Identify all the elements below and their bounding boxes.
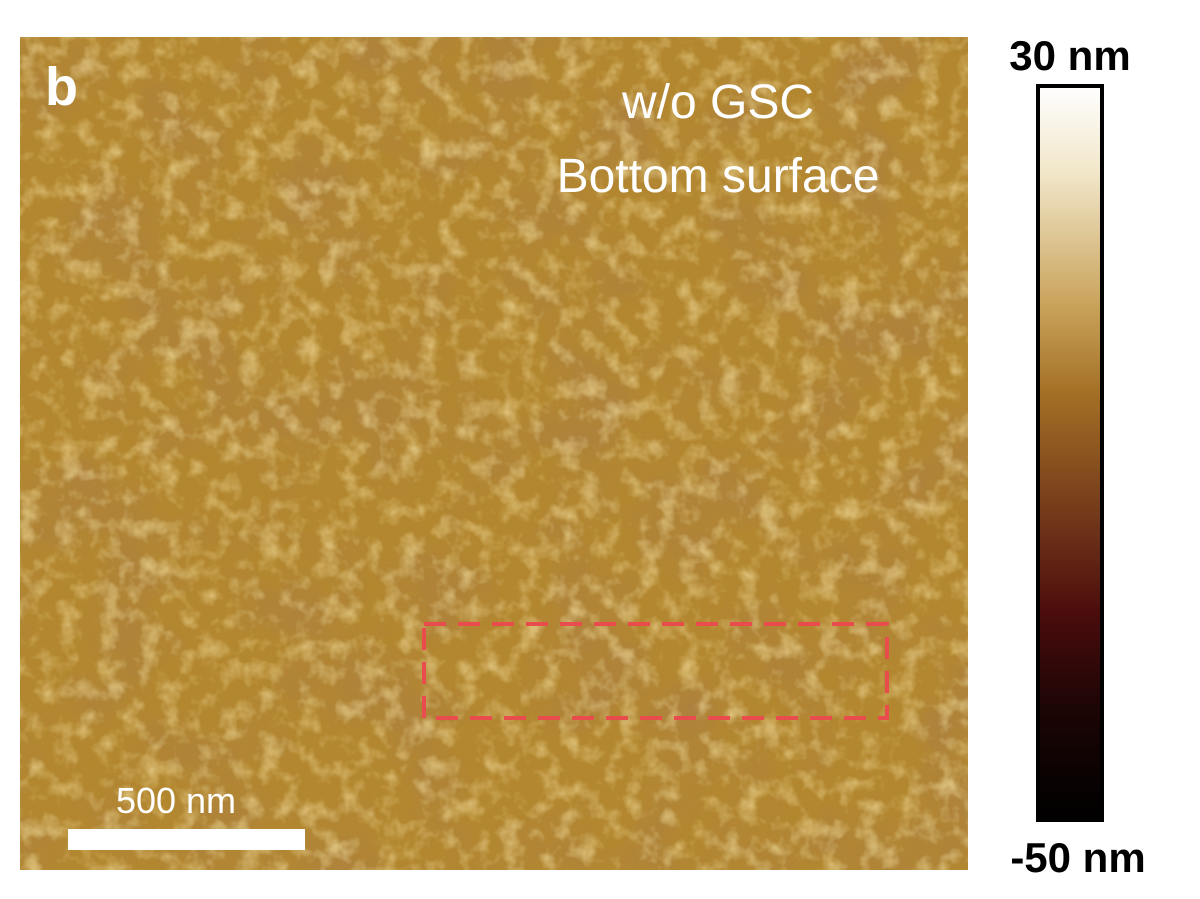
colorbar-max-label: 30 nm <box>1009 32 1130 79</box>
colorbar <box>1036 84 1104 822</box>
annotation-line: w/o GSC <box>621 76 814 129</box>
afm-image <box>20 37 968 870</box>
scale-bar <box>68 829 305 850</box>
scale-bar-label: 500 nm <box>116 780 236 821</box>
panel-label: b <box>45 57 78 117</box>
afm-texture <box>20 37 968 870</box>
highlight-box <box>422 622 889 720</box>
colorbar-min-label: -50 nm <box>1010 834 1145 881</box>
annotation-line: Bottom surface <box>557 150 880 203</box>
